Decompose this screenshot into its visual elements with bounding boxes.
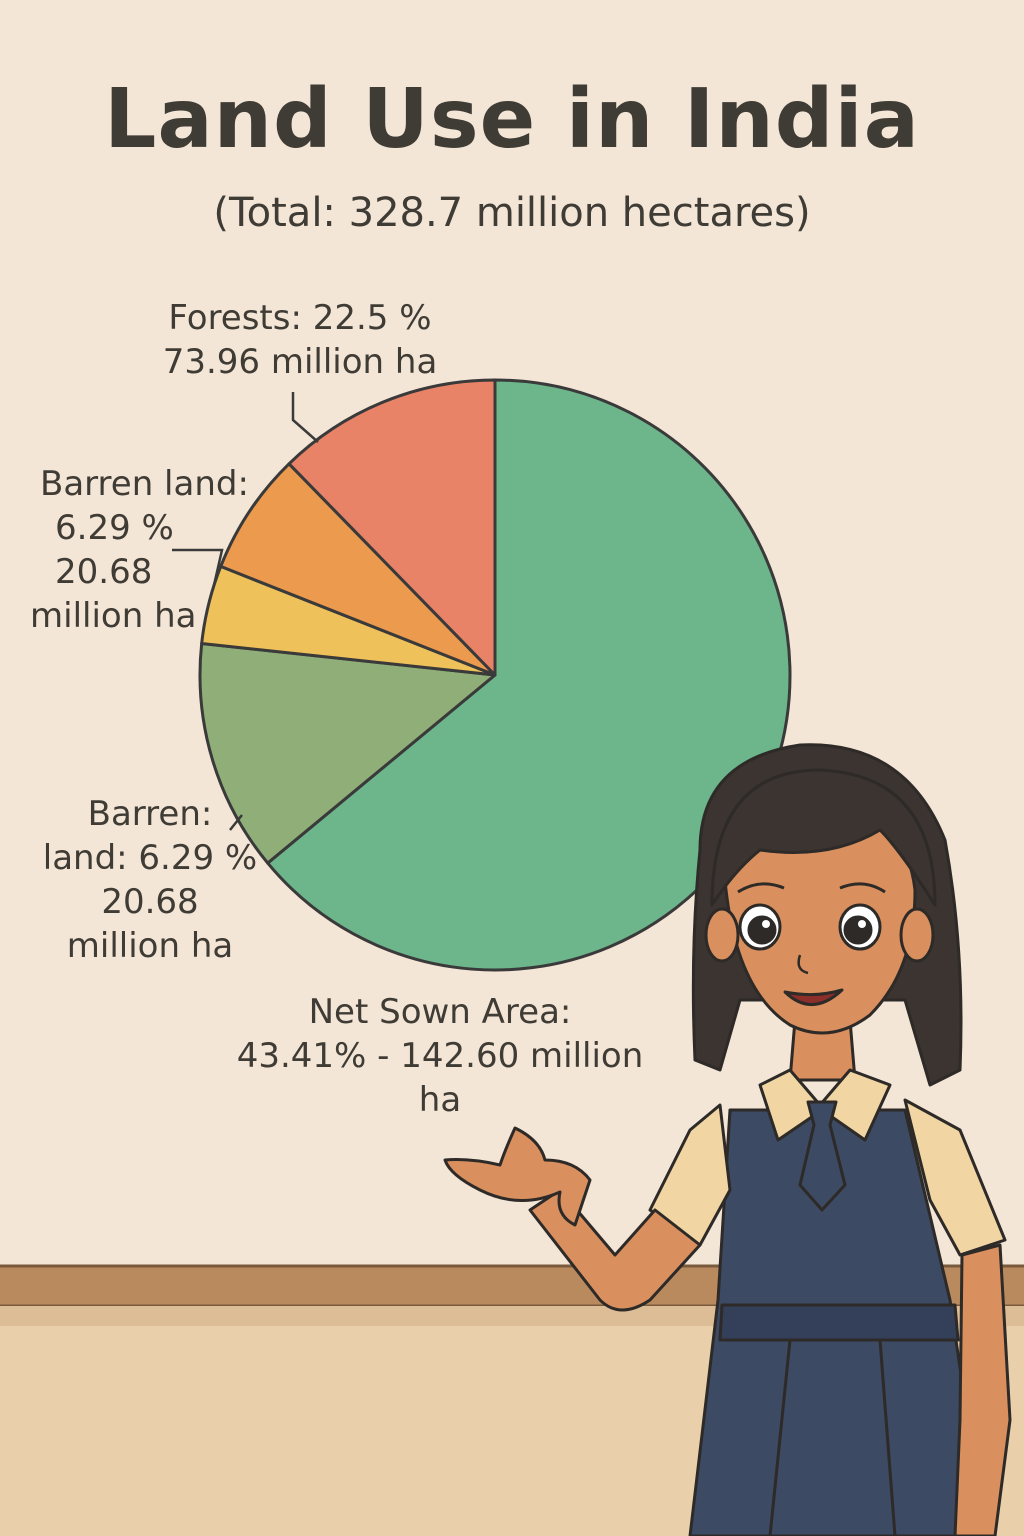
barren-lower-label-line: Barren:	[87, 794, 213, 834]
barren-lower-leader-line	[229, 814, 243, 831]
barren-land-label-upper: Barren land: 6.29 % 20.68 million ha	[30, 462, 249, 638]
tie	[798, 1100, 847, 1212]
right-arm	[953, 1243, 1012, 1536]
barren-upper-leader-line	[172, 548, 224, 586]
left-pupil	[747, 915, 777, 945]
forests-label-line: 73.96 million ha	[162, 342, 438, 382]
left-eye-highlight	[762, 920, 770, 928]
net-sown-label-line: ha	[418, 1080, 462, 1120]
right-sleeve	[903, 1098, 1007, 1257]
forests-label-line: Forests: 22.5 %	[168, 298, 432, 338]
right-eyebrow	[839, 882, 886, 894]
barren-lower-label-line: land: 6.29 %	[42, 838, 258, 878]
net-sown-area-label: Net Sown Area: 43.41% - 142.60 million h…	[220, 990, 660, 1122]
barren-lower-label-line: million ha	[66, 926, 234, 966]
barren-upper-label-line: 6.29 %	[55, 508, 174, 548]
open-hand	[443, 1126, 592, 1227]
pie-chart	[198, 378, 792, 972]
barren-upper-label-line: million ha	[30, 596, 197, 636]
right-ear	[899, 907, 935, 963]
net-sown-label-line: Net Sown Area:	[308, 992, 572, 1032]
left-ear	[704, 907, 740, 963]
right-eye-highlight	[858, 920, 866, 928]
belt	[718, 1303, 960, 1342]
pie-slice-1	[198, 642, 497, 865]
pie-slice-3	[219, 462, 497, 677]
barren-land-label-lower: Barren: land: 6.29 % 20.68 million ha	[30, 792, 270, 968]
presenter-figure	[443, 743, 1012, 1536]
skirt-pleat	[878, 1339, 897, 1536]
forests-leader-line	[291, 392, 319, 443]
chart-title: Land Use in India	[104, 72, 920, 167]
pie-slice-4	[287, 378, 497, 677]
hair-fringe	[710, 768, 937, 907]
barren-lower-label-line: 20.68	[101, 882, 199, 922]
forests-label: Forests: 22.5 % 73.96 million ha	[0, 296, 600, 384]
skirt-pleat	[768, 1339, 792, 1536]
barren-upper-label-line: 20.68	[55, 552, 153, 592]
barren-upper-label-line: Barren land:	[40, 464, 249, 504]
nose	[797, 954, 809, 975]
net-sown-label-line: 43.41% - 142.60 million	[236, 1036, 644, 1076]
right-pupil	[843, 915, 873, 945]
chart-subtitle: (Total: 328.7 million hectares)	[213, 190, 811, 236]
left-eyebrow	[737, 882, 785, 894]
mouth	[783, 988, 844, 1006]
